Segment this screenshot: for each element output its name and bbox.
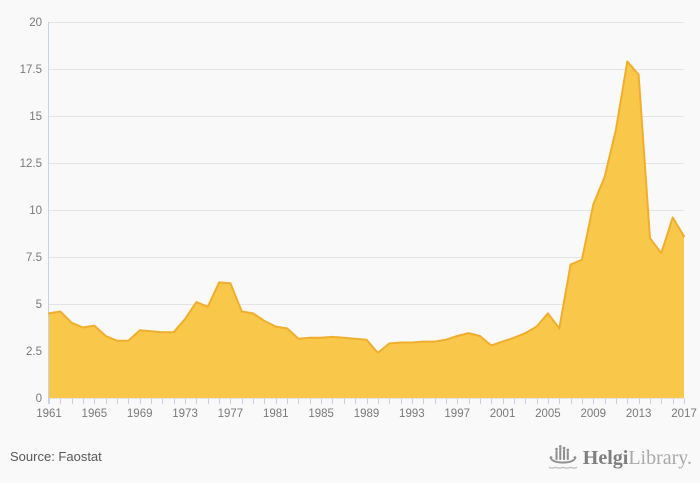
x-tick-label: 1973	[172, 408, 198, 420]
helgi-ship-icon	[548, 445, 577, 469]
brand-library: Library.	[628, 447, 692, 469]
x-tick-label: 1993	[399, 408, 425, 420]
x-tick-label: 2005	[535, 408, 561, 420]
x-axis-labels: 1961 1965 1969 1973 1977 1981 1985 1989 1993 1997…	[36, 408, 697, 420]
y-tick-label: 7.5	[26, 252, 42, 264]
x-tick-label: 1985	[308, 408, 334, 420]
y-tick-label: 15	[29, 111, 42, 123]
x-tick-label: 2013	[626, 408, 652, 420]
x-tick-label: 1965	[82, 408, 108, 420]
x-tick-label: 1977	[218, 408, 244, 420]
x-tick-label: 1989	[354, 408, 380, 420]
x-tick-label: 2017	[671, 408, 697, 420]
y-tick-label: 20	[29, 17, 42, 29]
y-tick-label: 17.5	[20, 64, 42, 76]
helgi-library-logo: HelgiLibrary.	[548, 444, 692, 472]
y-axis-labels: 0 2.5 5 7.5 10 12.5 15 17.5 20	[20, 17, 42, 405]
y-tick-label: 2.5	[26, 346, 42, 358]
x-tick-label: 1969	[127, 408, 153, 420]
brand-wordmark: HelgiLibrary.	[583, 448, 692, 468]
y-tick-label: 12.5	[20, 158, 42, 170]
source-label: Source: Faostat	[10, 449, 102, 464]
x-tick-label: 1997	[444, 408, 470, 420]
x-tick-label: 1981	[263, 408, 289, 420]
x-tick-label: 2001	[490, 408, 516, 420]
area-series-line	[48, 60, 685, 354]
x-tick-label: 1961	[36, 408, 62, 420]
y-tick-label: 10	[29, 205, 42, 217]
area-series-fill	[49, 61, 684, 398]
brand-helgi: Helgi	[582, 447, 629, 469]
x-axis-ticks	[49, 398, 685, 404]
y-tick-label: 5	[36, 299, 42, 311]
x-tick-label: 2009	[580, 408, 606, 420]
y-tick-label: 0	[36, 393, 42, 405]
